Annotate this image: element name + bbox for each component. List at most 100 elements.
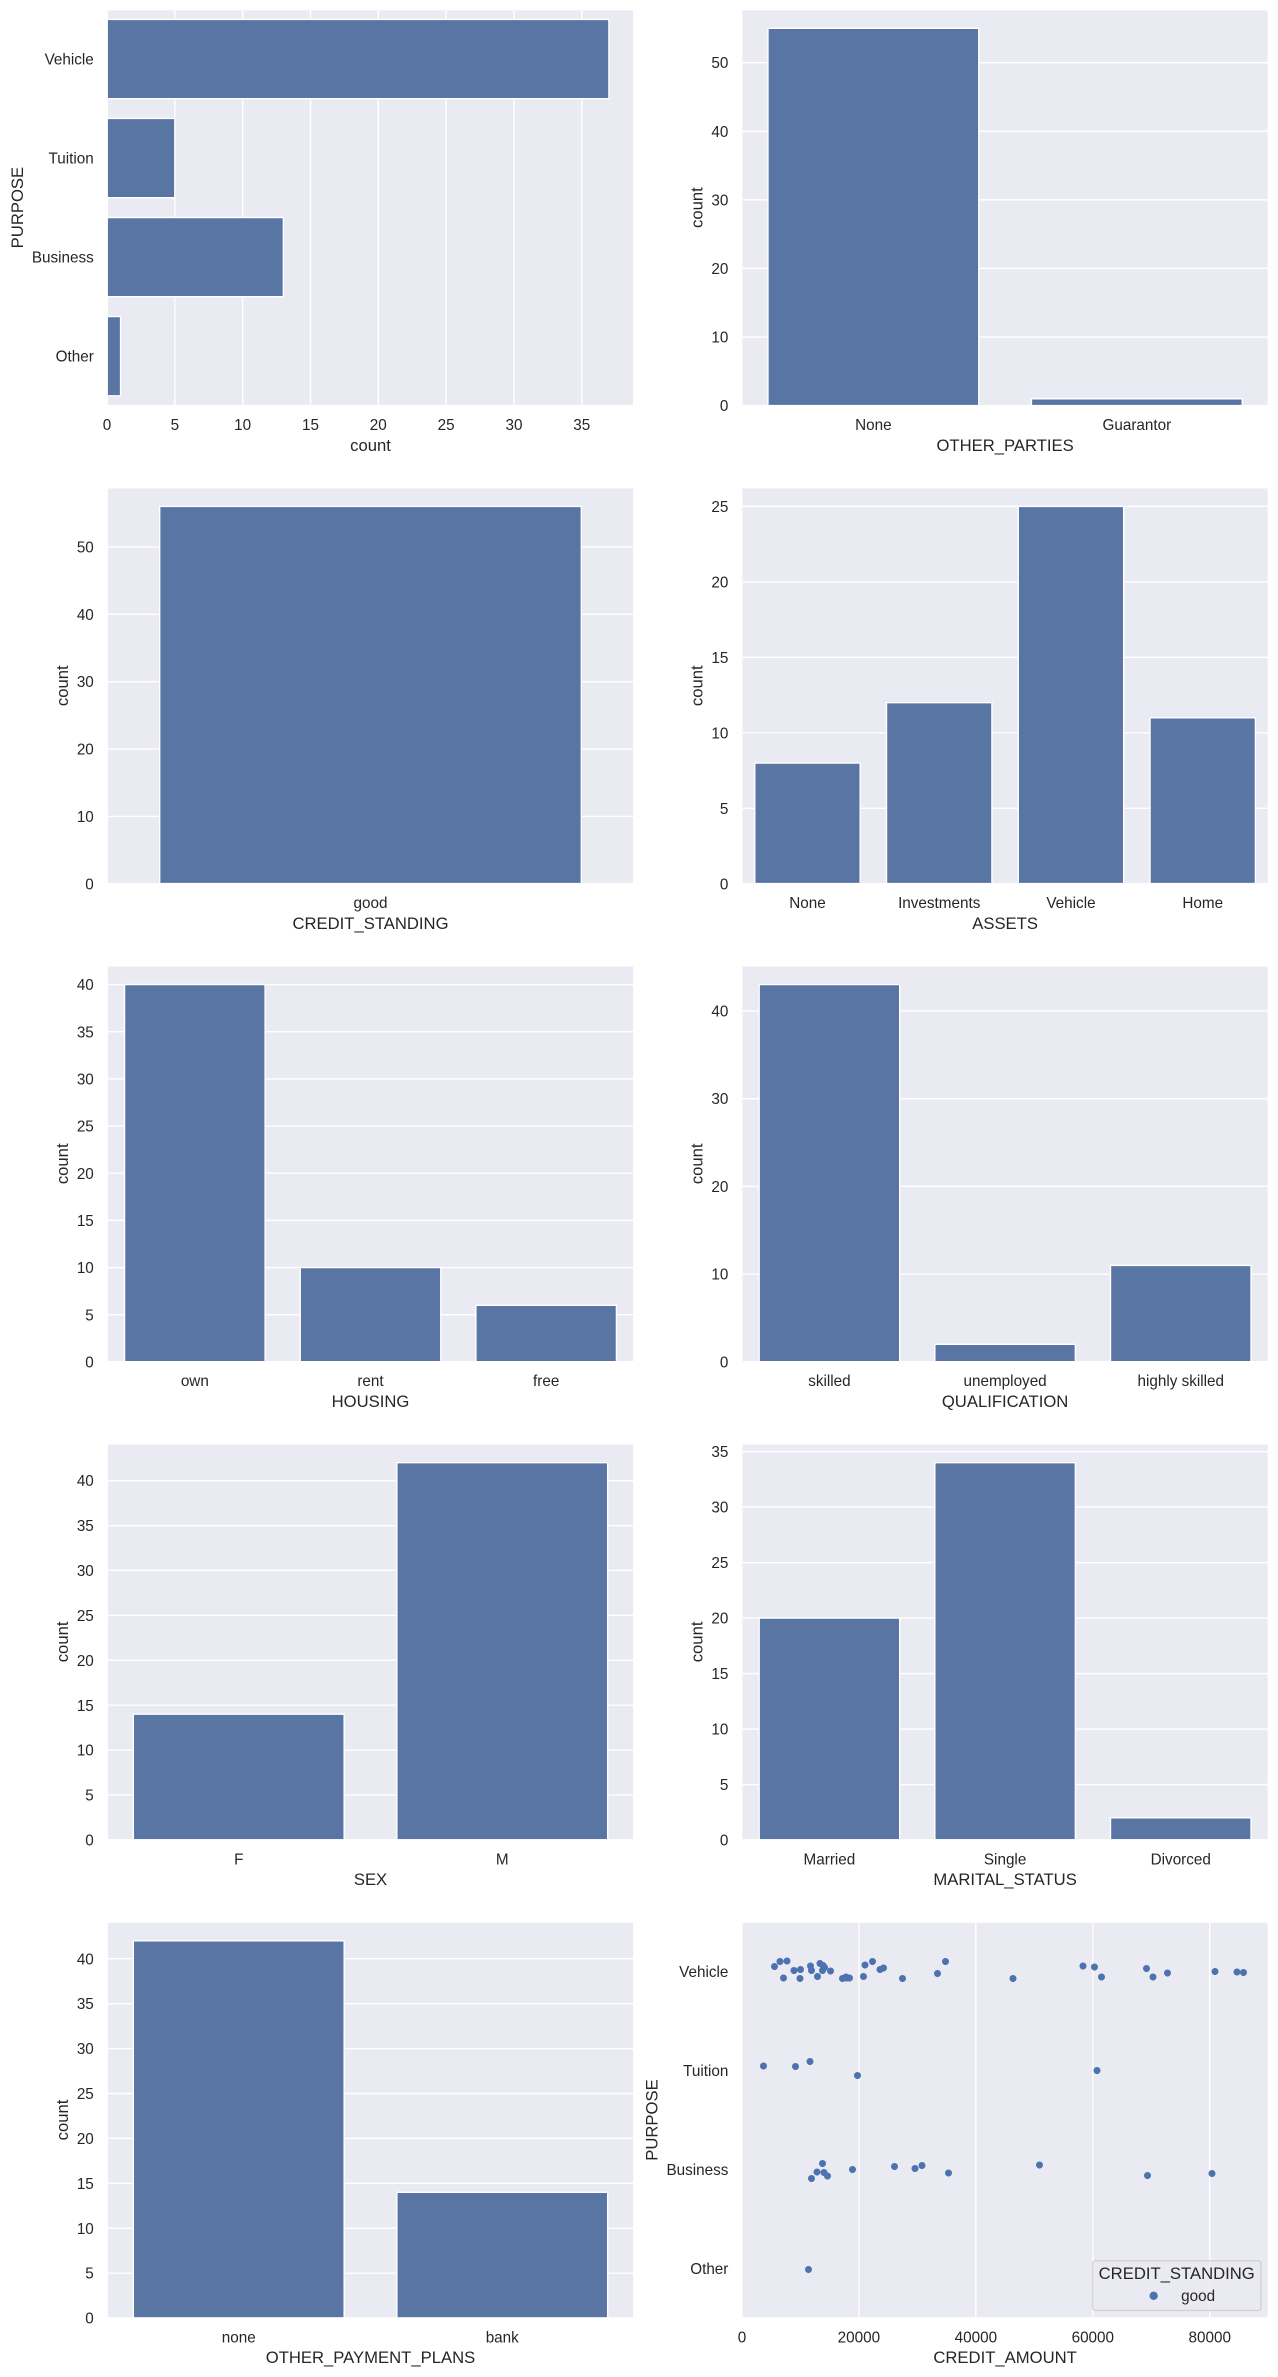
svg-text:good: good [354, 895, 388, 912]
svg-text:own: own [181, 1373, 209, 1390]
svg-text:Vehicle: Vehicle [679, 1964, 728, 1981]
svg-text:20: 20 [77, 2131, 94, 2148]
svg-text:count: count [350, 436, 391, 455]
svg-text:5: 5 [720, 801, 729, 818]
svg-text:30: 30 [505, 417, 522, 434]
svg-text:30: 30 [77, 1071, 94, 1088]
svg-text:Business: Business [666, 2162, 728, 2179]
svg-text:25: 25 [77, 1608, 94, 1625]
svg-text:15: 15 [711, 650, 728, 667]
svg-text:none: none [222, 2329, 256, 2346]
svg-text:F: F [234, 1851, 243, 1868]
svg-text:Married: Married [804, 1851, 856, 1868]
svg-text:15: 15 [77, 2176, 94, 2193]
svg-text:20000: 20000 [838, 2329, 880, 2346]
svg-text:Other: Other [690, 2261, 728, 2278]
svg-text:OTHER_PARTIES: OTHER_PARTIES [936, 436, 1073, 455]
svg-text:CREDIT_STANDING: CREDIT_STANDING [292, 914, 448, 933]
svg-text:30: 30 [711, 1500, 728, 1517]
svg-text:0: 0 [738, 2329, 747, 2346]
svg-text:0: 0 [103, 417, 112, 434]
svg-text:0: 0 [720, 398, 729, 415]
svg-text:35: 35 [77, 1996, 94, 2013]
svg-text:20: 20 [711, 574, 728, 591]
svg-text:Business: Business [32, 250, 94, 267]
svg-text:40000: 40000 [955, 2329, 997, 2346]
svg-text:0: 0 [85, 876, 94, 893]
svg-text:25: 25 [77, 1119, 94, 1136]
svg-text:Tuition: Tuition [49, 151, 94, 168]
svg-text:Vehicle: Vehicle [45, 52, 94, 69]
svg-text:0: 0 [85, 2311, 94, 2328]
svg-text:Tuition: Tuition [683, 2063, 728, 2080]
svg-text:40: 40 [711, 124, 728, 141]
svg-text:count: count [687, 1621, 706, 1662]
svg-text:20: 20 [77, 1653, 94, 1670]
svg-text:None: None [789, 895, 825, 912]
svg-text:10: 10 [711, 330, 728, 347]
svg-text:MARITAL_STATUS: MARITAL_STATUS [933, 1870, 1076, 1889]
svg-text:15: 15 [77, 1213, 94, 1230]
svg-text:20: 20 [711, 1179, 728, 1196]
svg-text:25: 25 [711, 499, 728, 516]
svg-text:unemployed: unemployed [964, 1373, 1047, 1390]
svg-text:5: 5 [85, 2266, 94, 2283]
svg-text:20: 20 [711, 261, 728, 278]
svg-text:10: 10 [77, 1743, 94, 1760]
svg-text:40: 40 [77, 1473, 94, 1490]
svg-text:count: count [53, 665, 72, 706]
svg-text:good: good [1181, 2288, 1215, 2305]
svg-text:10: 10 [77, 1260, 94, 1277]
svg-text:35: 35 [711, 1444, 728, 1461]
svg-text:15: 15 [302, 417, 319, 434]
svg-text:free: free [533, 1373, 559, 1390]
svg-text:Single: Single [984, 1851, 1026, 1868]
svg-text:30: 30 [77, 1563, 94, 1580]
svg-text:0: 0 [85, 1354, 94, 1371]
svg-text:PURPOSE: PURPOSE [8, 167, 27, 248]
svg-text:40: 40 [77, 607, 94, 624]
svg-text:count: count [53, 1143, 72, 1184]
svg-text:10: 10 [711, 725, 728, 742]
svg-text:5: 5 [85, 1788, 94, 1805]
svg-text:0: 0 [720, 876, 729, 893]
svg-text:25: 25 [438, 417, 455, 434]
svg-text:rent: rent [357, 1373, 384, 1390]
svg-text:15: 15 [77, 1698, 94, 1715]
svg-text:count: count [687, 187, 706, 228]
svg-text:35: 35 [77, 1518, 94, 1535]
svg-text:CREDIT_AMOUNT: CREDIT_AMOUNT [933, 2348, 1076, 2367]
svg-text:20: 20 [77, 1166, 94, 1183]
svg-text:Home: Home [1182, 895, 1223, 912]
svg-text:count: count [53, 1621, 72, 1662]
svg-text:30: 30 [711, 1091, 728, 1108]
svg-text:CREDIT_STANDING: CREDIT_STANDING [1099, 2264, 1255, 2283]
svg-text:40: 40 [77, 977, 94, 994]
svg-text:30: 30 [711, 192, 728, 209]
svg-text:35: 35 [77, 1024, 94, 1041]
svg-text:ASSETS: ASSETS [972, 914, 1038, 933]
svg-text:5: 5 [85, 1307, 94, 1324]
svg-text:skilled: skilled [808, 1373, 850, 1390]
svg-text:10: 10 [711, 1267, 728, 1284]
svg-text:30: 30 [77, 2041, 94, 2058]
svg-text:PURPOSE: PURPOSE [642, 2079, 661, 2160]
svg-text:25: 25 [711, 1555, 728, 1572]
svg-text:40: 40 [711, 1003, 728, 1020]
svg-text:M: M [496, 1851, 509, 1868]
svg-text:QUALIFICATION: QUALIFICATION [942, 1392, 1068, 1411]
svg-text:Other: Other [56, 349, 94, 366]
svg-text:50: 50 [77, 539, 94, 556]
svg-text:20: 20 [77, 742, 94, 759]
svg-text:10: 10 [234, 417, 251, 434]
svg-text:highly skilled: highly skilled [1137, 1373, 1224, 1390]
svg-text:25: 25 [77, 2086, 94, 2103]
svg-text:OTHER_PAYMENT_PLANS: OTHER_PAYMENT_PLANS [266, 2348, 476, 2367]
svg-text:0: 0 [85, 1833, 94, 1850]
svg-text:0: 0 [720, 1354, 729, 1371]
svg-text:Divorced: Divorced [1151, 1851, 1211, 1868]
svg-text:5: 5 [720, 1777, 729, 1794]
svg-text:20: 20 [711, 1611, 728, 1628]
svg-text:5: 5 [171, 417, 179, 434]
svg-text:Guarantor: Guarantor [1102, 417, 1171, 434]
